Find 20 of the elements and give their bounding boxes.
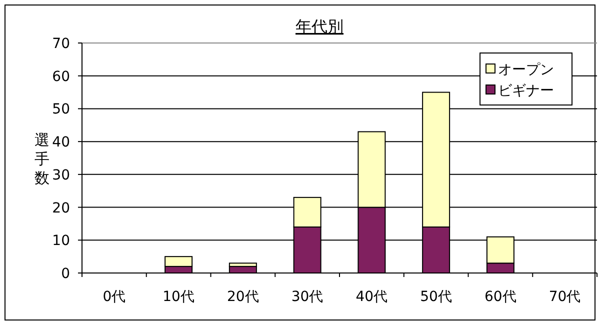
x-tick-label: 0代 [102,289,126,305]
y-tick-label: 0 [61,266,70,282]
y-tick-label: 20 [52,200,70,216]
y-tick-label: 10 [52,233,70,250]
x-tick-label: 40代 [356,289,388,305]
y-tick-label: 50 [52,102,70,118]
x-tick-label: 70代 [548,289,581,305]
legend-label: ビギナー [498,83,554,99]
x-tick-label: 60代 [484,289,516,305]
y-tick-label: 70 [52,36,70,52]
y-tick-label: 40 [52,134,70,151]
y-axis-title: 選手数 [34,131,50,187]
x-tick-label: 50代 [420,289,452,305]
y-tick-label: 60 [52,68,70,85]
y-tick-label: 30 [52,167,70,184]
x-tick-label: 30代 [291,289,324,305]
legend-label: オープン [498,62,554,78]
x-tick-label: 20代 [227,289,259,305]
x-tick-label: 10代 [162,289,194,305]
chart-title: 年代別 [296,17,344,36]
